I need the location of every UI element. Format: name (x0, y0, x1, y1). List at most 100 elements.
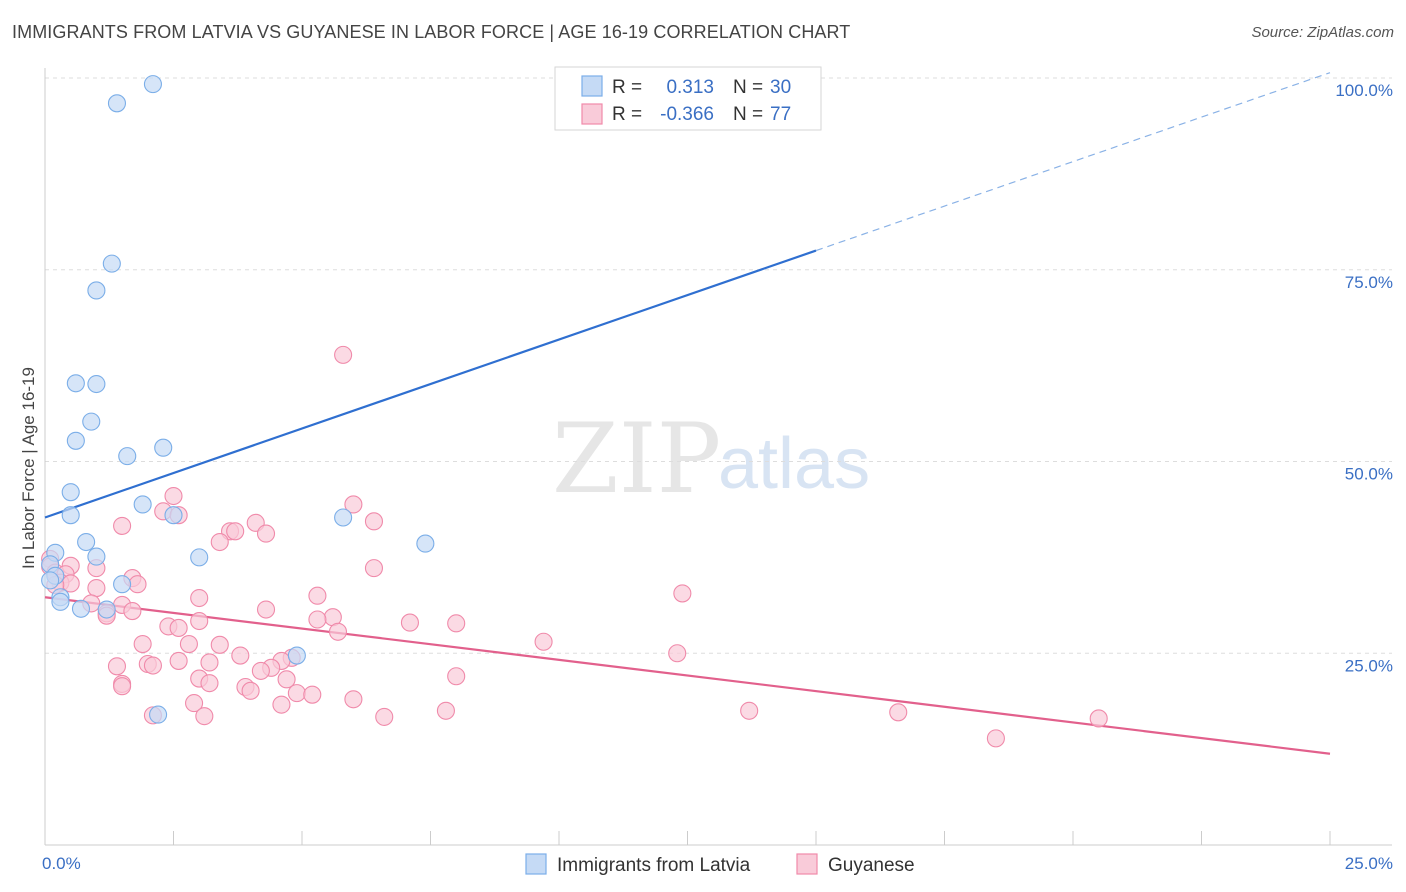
point-latvia (97, 600, 116, 619)
watermark-atlas: atlas (718, 424, 870, 504)
point-guyanese (169, 618, 188, 637)
point-latvia (82, 412, 101, 431)
point-guyanese (277, 670, 296, 689)
y-tick-label: 100.0% (1335, 81, 1393, 100)
point-guyanese (375, 707, 394, 726)
point-guyanese (190, 611, 209, 631)
series-legend: Immigrants from Latvia Guyanese (525, 853, 915, 876)
point-guyanese (447, 667, 466, 686)
stats-r-label-2: R = (612, 104, 642, 125)
point-guyanese (107, 657, 127, 676)
point-latvia (77, 532, 96, 552)
point-guyanese (133, 634, 152, 654)
point-guyanese (740, 701, 759, 720)
point-latvia (87, 547, 106, 566)
point-guyanese (364, 512, 384, 531)
point-guyanese (123, 602, 142, 621)
point-guyanese (534, 632, 553, 651)
point-guyanese (436, 701, 455, 720)
point-latvia (143, 75, 162, 94)
point-guyanese (179, 634, 198, 654)
point-latvia (66, 431, 85, 450)
point-latvia (287, 646, 306, 665)
point-guyanese (256, 524, 276, 543)
point-guyanese (200, 674, 219, 693)
point-latvia (164, 506, 183, 525)
point-guyanese (113, 516, 132, 535)
point-guyanese (272, 695, 291, 714)
y-tick-label: 75.0% (1345, 273, 1393, 292)
point-guyanese (1089, 709, 1108, 728)
point-guyanese (195, 707, 214, 726)
point-guyanese (190, 588, 209, 608)
stats-r-value-1: 0.313 (666, 77, 714, 98)
stats-swatch-guyanese (581, 103, 603, 125)
point-latvia (149, 705, 168, 724)
point-guyanese (287, 684, 306, 703)
point-latvia (71, 599, 91, 618)
point-guyanese (668, 644, 687, 663)
point-guyanese (113, 677, 132, 696)
point-guyanese (251, 661, 270, 680)
watermark-zip: ZIP (552, 403, 721, 515)
source-label: Source: ZipAtlas.com (1251, 24, 1394, 41)
point-guyanese (169, 651, 188, 670)
stats-r-label-1: R = (612, 77, 642, 98)
point-guyanese (889, 703, 908, 722)
point-guyanese (344, 690, 363, 709)
x-tick-label: 0.0% (42, 854, 81, 873)
point-latvia (118, 447, 137, 466)
x-tick-label: 25.0% (1345, 854, 1393, 873)
legend-label-latvia: Immigrants from Latvia (557, 855, 751, 876)
point-latvia (66, 374, 85, 393)
trend-line-guyanese (44, 596, 1331, 755)
trend-line-latvia-extension (815, 72, 1331, 252)
stats-n-label-1: N = (733, 77, 763, 98)
stats-n-label-2: N = (733, 104, 763, 125)
y-tick-label: 25.0% (1345, 656, 1393, 675)
point-guyanese (143, 656, 162, 675)
point-guyanese (673, 584, 692, 603)
point-guyanese (231, 646, 250, 665)
point-latvia (416, 534, 435, 553)
point-guyanese (200, 653, 219, 672)
point-latvia (41, 571, 60, 590)
point-latvia (154, 438, 173, 457)
point-latvia (107, 94, 127, 113)
tick-labels: 25.0% 50.0% 75.0% 100.0% 0.0% 25.0% (42, 81, 1393, 873)
y-tick-label: 50.0% (1345, 465, 1393, 484)
point-latvia (61, 506, 80, 525)
point-guyanese (334, 345, 353, 364)
point-guyanese (344, 495, 363, 514)
point-guyanese (185, 694, 204, 713)
point-guyanese (210, 532, 229, 552)
point-guyanese (308, 610, 327, 629)
point-latvia (334, 508, 353, 527)
point-latvia (113, 575, 132, 594)
stats-n-value-2: 77 (770, 104, 791, 125)
point-guyanese (256, 600, 276, 619)
stats-n-value-1: 30 (770, 77, 791, 98)
point-guyanese (164, 486, 183, 506)
stats-swatch-latvia (581, 75, 603, 97)
point-latvia (102, 254, 121, 273)
point-guyanese (328, 622, 348, 641)
point-guyanese (87, 579, 106, 598)
data-points (41, 75, 1108, 748)
point-guyanese (364, 559, 384, 578)
grid (45, 77, 1392, 654)
stats-legend: R = 0.313 N = 30 R = -0.366 N = 77 (554, 66, 822, 131)
legend-swatch-latvia (525, 853, 547, 875)
point-latvia (87, 281, 106, 300)
trend-lines (44, 72, 1331, 755)
point-guyanese (241, 681, 260, 700)
trend-line-latvia (44, 249, 817, 519)
point-latvia (133, 495, 152, 514)
point-guyanese (226, 522, 245, 541)
axes (44, 68, 1392, 846)
point-guyanese (303, 685, 322, 704)
point-latvia (51, 592, 70, 611)
legend-label-guyanese: Guyanese (828, 855, 915, 876)
point-guyanese (447, 614, 466, 633)
